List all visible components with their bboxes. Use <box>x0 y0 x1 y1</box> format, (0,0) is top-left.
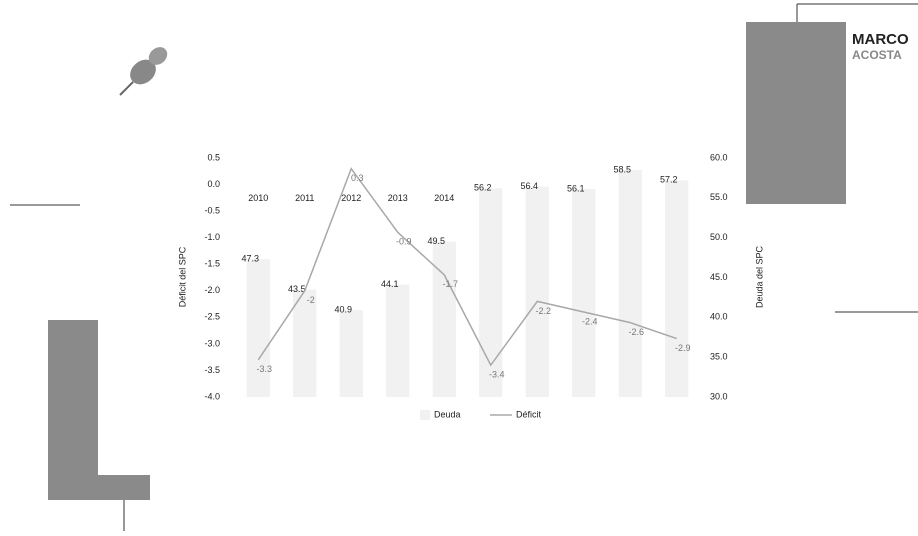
legend-label: Déficit <box>516 409 542 419</box>
y-axis-title: Déficit del SPC <box>177 246 187 307</box>
data-label: -1.7 <box>442 279 458 289</box>
bar <box>525 186 549 397</box>
x-tick-label: 2012 <box>341 193 361 203</box>
data-label: -3.4 <box>489 370 505 380</box>
data-label: 56.1 <box>567 183 585 193</box>
data-label: -2.2 <box>535 306 551 316</box>
data-label: 57.2 <box>660 175 678 185</box>
y-tick-label: -4.0 <box>204 391 220 401</box>
logo-text: ACOSTA <box>852 48 902 62</box>
y2-tick-label: 35.0 <box>710 352 728 362</box>
y-tick-label: -1.0 <box>204 232 220 242</box>
bar <box>479 188 503 397</box>
logo-text: MARCO <box>852 31 909 48</box>
y-tick-label: -0.5 <box>204 205 220 215</box>
bar <box>432 241 456 397</box>
bar <box>339 310 363 397</box>
data-label: 47.3 <box>241 254 259 264</box>
data-label: 0.3 <box>351 173 364 183</box>
data-label: 58.5 <box>613 164 631 174</box>
y-tick-label: -3.0 <box>204 338 220 348</box>
y2-tick-label: 30.0 <box>710 391 728 401</box>
data-label: -2.6 <box>628 327 644 337</box>
data-label: -2.9 <box>675 343 691 353</box>
data-label: 40.9 <box>334 305 352 315</box>
x-tick-label: 2010 <box>248 193 268 203</box>
data-label: -3.3 <box>256 364 272 374</box>
bar <box>293 289 317 397</box>
data-label: 56.4 <box>520 181 538 191</box>
y-tick-label: -2.0 <box>204 285 220 295</box>
data-label: 49.5 <box>427 236 445 246</box>
decor-block <box>98 475 150 500</box>
decor-block <box>48 320 98 500</box>
x-tick-label: 2013 <box>388 193 408 203</box>
y2-tick-label: 50.0 <box>710 232 728 242</box>
logo-block <box>746 22 846 204</box>
legend-swatch <box>420 410 430 420</box>
pushpin <box>119 47 168 96</box>
data-label: -2.4 <box>582 316 598 326</box>
y2-tick-label: 55.0 <box>710 192 728 202</box>
x-tick-label: 2011 <box>295 193 314 203</box>
data-label: 44.1 <box>381 279 399 289</box>
y-tick-label: 0.0 <box>207 179 220 189</box>
legend-label: Deuda <box>434 409 461 419</box>
line <box>257 167 677 367</box>
y-tick-label: -2.5 <box>204 312 220 322</box>
data-label: -0.9 <box>396 237 412 247</box>
y2-tick-label: 40.0 <box>710 312 728 322</box>
bar <box>572 189 596 397</box>
y-tick-label: 0.5 <box>207 152 220 162</box>
bar <box>246 259 270 397</box>
data-label: -2 <box>307 295 315 305</box>
data-label: 56.2 <box>474 183 492 193</box>
bar <box>618 169 642 397</box>
data-label: 43.5 <box>288 284 306 294</box>
y2-tick-label: 60.0 <box>710 152 728 162</box>
bar <box>386 284 410 397</box>
x-tick-label: 2014 <box>434 193 454 203</box>
bar <box>665 180 689 397</box>
y-tick-label: -1.5 <box>204 259 220 269</box>
y2-axis-title: Deuda del SPC <box>754 245 764 308</box>
y-tick-label: -3.5 <box>204 365 220 375</box>
y2-tick-label: 45.0 <box>710 272 728 282</box>
